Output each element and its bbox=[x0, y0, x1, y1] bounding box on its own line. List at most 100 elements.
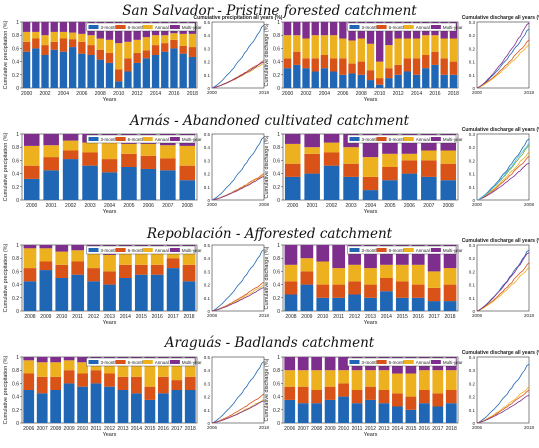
row3-discharge-xtick-label: 2013 bbox=[378, 426, 389, 432]
row0-discharge-bar-2004-three_months bbox=[320, 68, 329, 88]
row3-precip-bar-2006-six_months bbox=[23, 373, 35, 390]
row3-precip-xlabel: Years bbox=[103, 432, 117, 438]
row1-precip-bar-2004-six_months bbox=[101, 159, 118, 173]
row1-discharge-bar-2007-six_months bbox=[421, 160, 437, 177]
row0-precip-xtick-label: 2000 bbox=[21, 91, 32, 97]
row3-precip-bar-2009-multi_year bbox=[63, 357, 75, 361]
row0-discharge-legend-label-multi_year: Multi-year bbox=[443, 25, 463, 30]
row1-discharge-bar-2004-annual bbox=[362, 157, 379, 177]
row3-precip-legend-label-six_months: 6-months bbox=[128, 360, 148, 365]
row2-discharge-bar-2011-six_months bbox=[332, 284, 346, 298]
row2-discharge-bar-2008-multi_year bbox=[284, 245, 298, 265]
row0-precip-all-line-3 bbox=[211, 61, 265, 89]
section-title-san-salvador: San Salvador - Pristine forested catchme… bbox=[122, 3, 417, 19]
row0-discharge-bar-2009-annual bbox=[366, 43, 375, 71]
row2-precip-bar-2012-annual bbox=[87, 251, 100, 269]
row0-discharge-bar-2001-multi_year bbox=[293, 22, 301, 36]
row1-precip-all-ytick-label: 0.5 bbox=[204, 132, 211, 137]
row0-discharge-all-ytick-label: 0 bbox=[472, 86, 475, 91]
row0-precip-bar-2010-multi_year bbox=[115, 22, 123, 44]
row3-precip-bar-2008-six_months bbox=[50, 376, 62, 390]
row0-discharge-legend-swatch-multi_year bbox=[430, 25, 441, 29]
row1-discharge-bar-2001-multi_year bbox=[304, 134, 320, 148]
row1-precip-bar-2006-three_months bbox=[140, 168, 157, 200]
row3-discharge-bar-2017-annual bbox=[432, 370, 444, 394]
row3-precip-legend-box bbox=[86, 357, 196, 367]
row1-precip-bar-2002-six_months bbox=[62, 150, 79, 160]
row0-precip-bar-2011-multi_year bbox=[124, 22, 132, 42]
row2-precip-bar-2011-six_months bbox=[71, 261, 85, 275]
row3-precip-bar-2018-annual bbox=[184, 363, 196, 377]
row2-precip-all-ytick-label: 0.5 bbox=[204, 243, 211, 248]
row0-discharge-bar-2009-six_months bbox=[366, 70, 375, 81]
row1-precip-bar-2005-three_months bbox=[121, 167, 137, 200]
row3-precip-bar-2010-multi_year bbox=[77, 357, 88, 363]
row3-precip-bar-2007-multi_year bbox=[36, 357, 48, 363]
row3-discharge-bar-2008-six_months bbox=[311, 390, 323, 404]
row2-discharge-xtick-label: 2018 bbox=[444, 314, 455, 320]
row2-discharge-all-plot-area bbox=[476, 244, 530, 312]
row1-discharge-all-xtick-end: 2008 bbox=[524, 202, 535, 207]
row3-discharge-xtick-label: 2006 bbox=[284, 426, 295, 432]
row3-precip-ytick-label: 0 bbox=[16, 421, 19, 427]
row0-discharge-xtick-label: 2006 bbox=[337, 91, 348, 97]
row1-precip-legend-label-annual: Annual bbox=[155, 137, 169, 142]
row3-discharge-bar-2010-annual bbox=[338, 370, 349, 384]
row0-discharge-legend-label-annual: Annual bbox=[416, 25, 430, 30]
row3-discharge-xtick-label: 2009 bbox=[325, 426, 336, 432]
row2-discharge-bar-2013-six_months bbox=[364, 284, 377, 298]
row0-discharge-bar-2012-three_months bbox=[394, 74, 402, 88]
row3-precip-bar-2010-six_months bbox=[77, 373, 88, 387]
row2-precip-ytick-label: 0.2 bbox=[12, 296, 19, 302]
row0-precip-all-xtick-end: 2018 bbox=[259, 90, 270, 95]
row1-discharge-xtick-label: 2004 bbox=[365, 203, 376, 209]
row1-precip-bar-2008-annual bbox=[179, 145, 196, 166]
row3-precip-bar-2016-three_months bbox=[157, 393, 169, 423]
row1-precip-bar-2006-annual bbox=[140, 143, 157, 156]
row0-discharge-bar-2001-three_months bbox=[293, 64, 301, 88]
row2-precip-bar-2014-annual bbox=[119, 251, 132, 265]
row0-precip-bar-2003-annual bbox=[50, 31, 58, 42]
row0-discharge-bar-2006-annual bbox=[339, 38, 347, 59]
row0-precip-all-ytick-label: 0.5 bbox=[204, 20, 211, 25]
row3-precip-xtick-label: 2011 bbox=[91, 426, 102, 432]
row2-precip-xtick-label: 2010 bbox=[56, 314, 67, 320]
row0-discharge-all-ytick-label: 0.3 bbox=[469, 20, 476, 25]
row2-precip-bar-2017-six_months bbox=[166, 258, 180, 269]
row1-discharge-legend-swatch-annual bbox=[403, 137, 414, 141]
row2-precip-bar-2015-annual bbox=[134, 251, 148, 265]
row0-precip-bar-2001-six_months bbox=[32, 38, 40, 49]
row2-discharge-bar-2012-three_months bbox=[348, 294, 361, 311]
row3-precip-xtick-label: 2007 bbox=[37, 426, 48, 432]
row3-precip-bar-2014-annual bbox=[131, 363, 142, 377]
row2-precip-xtick-label: 2015 bbox=[136, 314, 147, 320]
row3-precip-xtick-label: 2016 bbox=[158, 426, 169, 432]
row1-discharge-all-line-1 bbox=[476, 155, 530, 201]
row0-discharge-all-xtick-start: 2000 bbox=[472, 90, 483, 95]
row3-discharge-bar-2007-six_months bbox=[297, 386, 309, 404]
row0-precip-bar-2007-three_months bbox=[87, 55, 95, 88]
row2-discharge-all-ytick-label: 0 bbox=[472, 309, 475, 314]
row3-discharge-bar-2008-multi_year bbox=[311, 357, 323, 371]
row2-discharge-xtick-label: 2017 bbox=[429, 314, 440, 320]
row1-precip-bar-2007-annual bbox=[160, 145, 176, 159]
row3-precip-bar-2011-annual bbox=[90, 362, 102, 371]
row2-precip-bar-2016-six_months bbox=[150, 264, 164, 275]
row3-discharge-all-ytick-label: 0.2 bbox=[469, 381, 476, 386]
row0-precip-bar-2001-three_months bbox=[32, 48, 40, 88]
row3-precip-all-line-0 bbox=[211, 361, 265, 424]
row1-precip-legend-swatch-six_months bbox=[115, 137, 126, 141]
row3-precip-bar-2012-annual bbox=[104, 362, 115, 374]
row3-discharge-ylabel: Cumulative discharge (%) bbox=[264, 358, 270, 421]
row3-precip-bar-2009-annual bbox=[63, 360, 75, 371]
row0-precip-bar-2017-six_months bbox=[179, 45, 187, 54]
row1-discharge-bar-2008-six_months bbox=[440, 163, 457, 181]
row3-discharge-legend-label-six_months: 6-months bbox=[389, 360, 409, 365]
row3-discharge-xtick-label: 2007 bbox=[298, 426, 309, 432]
row1-precip-bar-2008-six_months bbox=[179, 165, 196, 181]
row2-discharge-xtick-label: 2012 bbox=[349, 314, 360, 320]
row0-discharge-all-line-0 bbox=[476, 28, 530, 89]
row0-precip-bar-2011-three_months bbox=[124, 71, 132, 88]
row2-discharge-ytick-label: 0.4 bbox=[273, 283, 280, 289]
row2-discharge-bar-2012-six_months bbox=[348, 281, 361, 295]
